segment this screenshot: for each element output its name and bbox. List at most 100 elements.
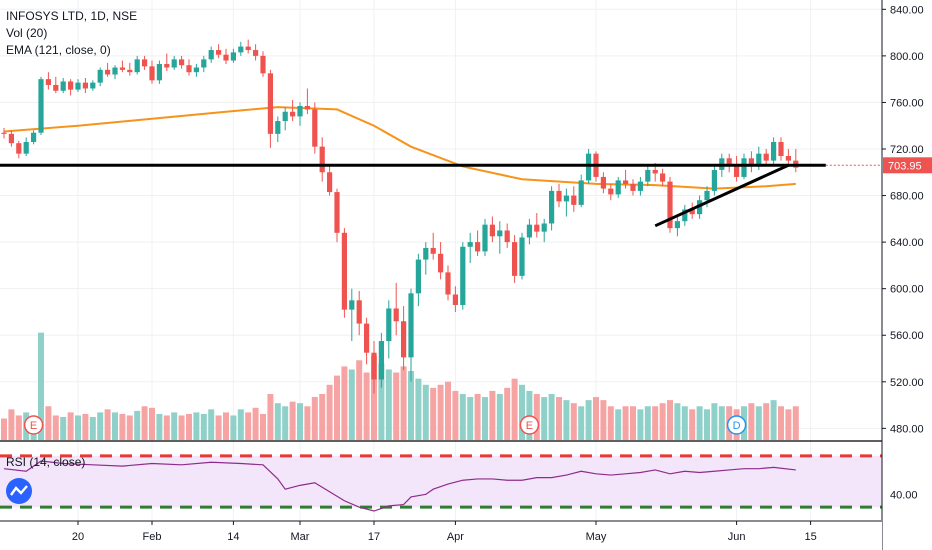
- candle: [378, 332, 384, 388]
- candle: [748, 151, 754, 173]
- rsi-label[interactable]: RSI (14, close): [6, 455, 86, 469]
- volume-bar: [615, 409, 622, 440]
- candle-body: [312, 109, 318, 147]
- volume-bar: [1, 418, 7, 440]
- volume-bar: [593, 397, 599, 440]
- volume-bar: [704, 409, 710, 440]
- candle-body: [53, 84, 59, 91]
- candle-body: [230, 52, 236, 61]
- candle-body: [586, 153, 592, 181]
- candle-body: [31, 132, 37, 143]
- candle: [45, 72, 51, 90]
- candle: [778, 137, 784, 161]
- candle-body: [38, 79, 44, 133]
- candle: [134, 55, 140, 75]
- candle: [430, 232, 436, 260]
- price-tick-label: 680.00: [890, 191, 924, 203]
- candle: [68, 79, 74, 96]
- symbol-title[interactable]: INFOSYS LTD, 1D, NSE: [6, 9, 138, 23]
- candle-body: [216, 50, 222, 55]
- candle-body: [164, 64, 170, 68]
- volume-bar: [785, 409, 792, 440]
- volume-bar: [356, 360, 363, 440]
- candle: [682, 204, 688, 226]
- candle-body: [245, 46, 251, 51]
- candle: [304, 88, 310, 115]
- candle-body: [734, 165, 740, 177]
- candle: [600, 172, 606, 194]
- candle-body: [423, 247, 429, 260]
- volume-bar: [304, 406, 311, 440]
- candle-body: [748, 158, 754, 166]
- time-tick-label: Apr: [447, 531, 464, 543]
- volume-label[interactable]: Vol (20): [6, 26, 48, 40]
- volume-bar: [519, 384, 525, 440]
- dividend-marker[interactable]: D: [726, 415, 747, 435]
- candle-body: [16, 143, 22, 154]
- candle-body: [208, 50, 214, 60]
- candle: [674, 216, 680, 237]
- candle: [282, 107, 288, 131]
- candle: [105, 62, 111, 77]
- candle-body: [452, 294, 458, 305]
- candle: [785, 148, 791, 166]
- ema-label[interactable]: EMA (121, close, 0): [6, 43, 111, 57]
- candle: [689, 202, 695, 219]
- candle-body: [489, 224, 495, 237]
- candle-body: [201, 59, 207, 68]
- candle-body: [275, 121, 281, 134]
- candle-body: [82, 82, 88, 89]
- candle: [504, 223, 510, 248]
- volume-bar: [496, 394, 503, 440]
- candle: [319, 137, 325, 182]
- volume-bar: [504, 387, 511, 440]
- candle-body: [45, 79, 51, 85]
- candle-body: [171, 59, 177, 68]
- candle-body: [97, 69, 103, 83]
- candle: [526, 218, 532, 245]
- volume-bar: [533, 394, 540, 440]
- candle: [667, 176, 673, 233]
- earnings-marker[interactable]: E: [23, 415, 44, 435]
- candle-body: [512, 242, 518, 276]
- candle: [327, 166, 333, 196]
- candle-body: [393, 308, 399, 322]
- candle-body: [8, 133, 14, 144]
- volume-bar: [748, 403, 755, 440]
- volume-bar: [578, 406, 585, 440]
- volume-bar: [689, 409, 696, 440]
- candle: [578, 174, 584, 208]
- candle: [726, 153, 732, 173]
- candle-body: [408, 293, 414, 358]
- candle-body: [519, 237, 525, 276]
- candle-body: [378, 341, 384, 380]
- volume-bar: [341, 366, 348, 440]
- candle-body: [401, 321, 407, 358]
- price-tick-label: 520.00: [890, 377, 924, 389]
- candle-body: [119, 67, 125, 70]
- candle: [615, 176, 621, 198]
- earnings-marker[interactable]: E: [519, 415, 540, 435]
- logo-mark: [10, 485, 28, 496]
- candle: [608, 183, 614, 201]
- candle-body: [563, 195, 569, 202]
- candle-body: [68, 81, 74, 90]
- candle: [216, 44, 222, 59]
- volume-bar: [548, 394, 555, 440]
- volume-bar: [681, 406, 688, 440]
- candle: [408, 288, 414, 382]
- candle: [149, 60, 155, 84]
- candle: [438, 242, 444, 280]
- volume-bar: [659, 403, 666, 440]
- candle-body: [179, 59, 185, 66]
- candle: [393, 282, 399, 336]
- candle: [260, 51, 266, 77]
- last-price-tag: 703.95: [883, 157, 932, 174]
- candle: [371, 341, 377, 394]
- price-tick-label: 760.00: [890, 97, 924, 109]
- volume-bar: [563, 400, 570, 440]
- candle: [349, 288, 355, 342]
- candle-body: [600, 176, 606, 189]
- candle-body: [637, 181, 643, 191]
